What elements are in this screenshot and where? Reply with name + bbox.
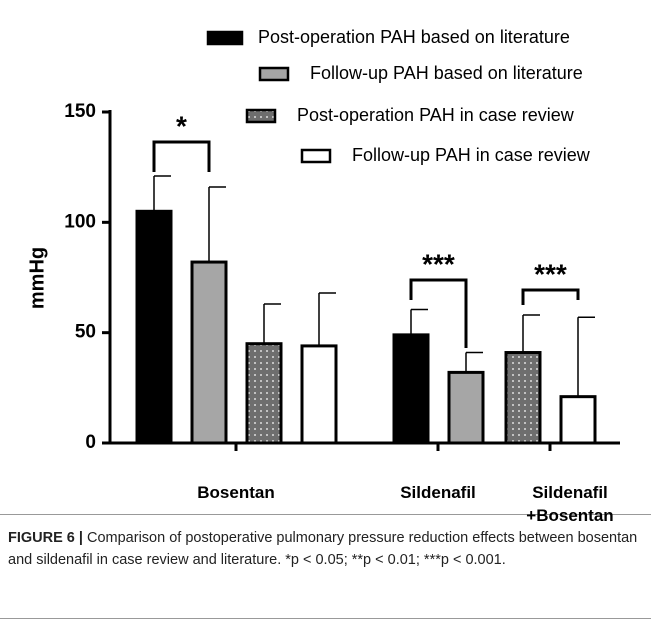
x-tick-label: Bosentan [197,483,275,502]
x-tick-label: Sildenafil +Bosentan [526,483,614,525]
legend-swatch [258,66,290,82]
legend-label: Post-operation PAH in case review [297,105,575,125]
legend-swatch [300,148,332,164]
bar [135,209,173,445]
bar [504,351,542,445]
significance-label: *** [422,248,455,279]
caption: FIGURE 6 | Comparison of postoperative p… [0,514,651,619]
significance-bracket [521,288,580,305]
caption-text: Comparison of postoperative pulmonary pr… [8,530,638,568]
bar [190,260,228,445]
legend-label: Follow-up PAH based on literature [310,63,583,83]
legend-swatch [245,108,277,124]
y-axis-label: mmHg [26,247,48,309]
significance-label: *** [534,258,567,289]
bar [392,333,430,445]
x-tick-label: Sildenafil [400,483,476,502]
bar [245,342,283,445]
caption-label: FIGURE 6 | [8,530,83,546]
significance-label: * [176,110,187,141]
bar [559,395,597,445]
legend-label: Post-operation PAH based on literature [258,27,570,47]
significance-bracket [409,278,468,348]
y-tick-label: 100 [64,211,96,232]
y-tick-label: 50 [75,322,96,343]
legend-label: Follow-up PAH in case review [352,145,591,165]
y-tick-label: 0 [85,432,96,453]
legend-swatch [206,30,244,46]
bar [300,344,338,445]
y-tick-label: 150 [64,101,96,122]
bar [447,370,485,445]
significance-bracket [152,140,211,172]
